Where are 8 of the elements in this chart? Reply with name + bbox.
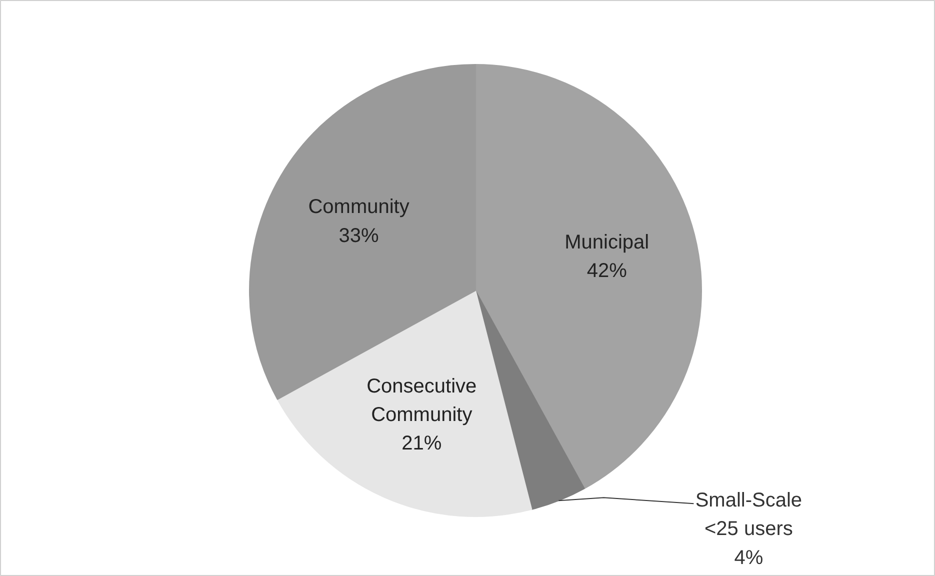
data-label: 33% <box>338 224 380 247</box>
slice-label: Small-Scale <25 users <box>695 490 802 540</box>
data-label: 42% <box>586 260 628 282</box>
slice-label: Community <box>308 196 410 218</box>
slice-label: Consecutive Community <box>366 375 477 426</box>
data-label: 21% <box>402 432 442 455</box>
data-label: 4% <box>734 546 764 569</box>
slice-label: Municipal <box>564 231 650 254</box>
